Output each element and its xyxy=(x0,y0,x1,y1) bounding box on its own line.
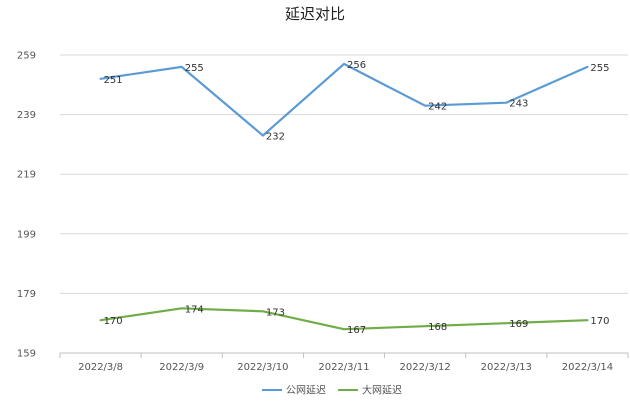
data-label: 242 xyxy=(428,102,447,113)
x-tick-label: 2022/3/9 xyxy=(159,362,204,373)
data-label: 173 xyxy=(266,307,285,318)
data-label: 169 xyxy=(509,319,528,330)
x-tick-label: 2022/3/11 xyxy=(318,362,369,373)
data-labels: 251 255 232 256 242 243 255 170 174 173 167 168 169 1… xyxy=(104,60,610,336)
data-label: 168 xyxy=(428,322,447,333)
data-label: 251 xyxy=(104,75,123,86)
y-tick-label: 179 xyxy=(17,289,36,300)
y-tick-label: 219 xyxy=(17,170,36,181)
series-line-1 xyxy=(99,62,589,137)
data-label: 255 xyxy=(590,63,609,74)
x-tick-label: 2022/3/10 xyxy=(237,362,288,373)
y-tick-label: 259 xyxy=(17,51,36,62)
data-label: 170 xyxy=(590,316,609,327)
data-label: 174 xyxy=(185,304,204,315)
x-tick-label: 2022/3/13 xyxy=(481,362,532,373)
x-tick-label: 2022/3/8 xyxy=(78,362,123,373)
x-tick-label: 2022/3/12 xyxy=(400,362,451,373)
data-label: 255 xyxy=(185,63,204,74)
x-axis-ticks: 2022/3/8 2022/3/9 2022/3/10 2022/3/11 2022/3… xyxy=(59,353,629,373)
data-label: 243 xyxy=(509,99,528,110)
data-label: 170 xyxy=(104,316,123,327)
legend-label-1: 公网延迟 xyxy=(286,384,326,397)
series-line-2 xyxy=(99,307,589,331)
y-tick-label: 159 xyxy=(17,349,36,360)
legend-label-2: 大网延迟 xyxy=(362,384,402,397)
series-lines xyxy=(99,62,589,331)
data-label: 167 xyxy=(347,325,366,336)
y-tick-label: 199 xyxy=(17,229,36,240)
data-label: 232 xyxy=(266,131,285,142)
x-tick-label: 2022/3/14 xyxy=(562,362,613,373)
data-label: 256 xyxy=(347,60,366,71)
grid-lines xyxy=(60,54,628,354)
chart-title: 延迟对比 xyxy=(285,5,345,23)
y-axis-ticks: 159 179 199 219 239 259 xyxy=(17,51,36,360)
y-tick-label: 239 xyxy=(17,110,36,121)
legend: 公网延迟 大网延迟 xyxy=(262,384,402,397)
